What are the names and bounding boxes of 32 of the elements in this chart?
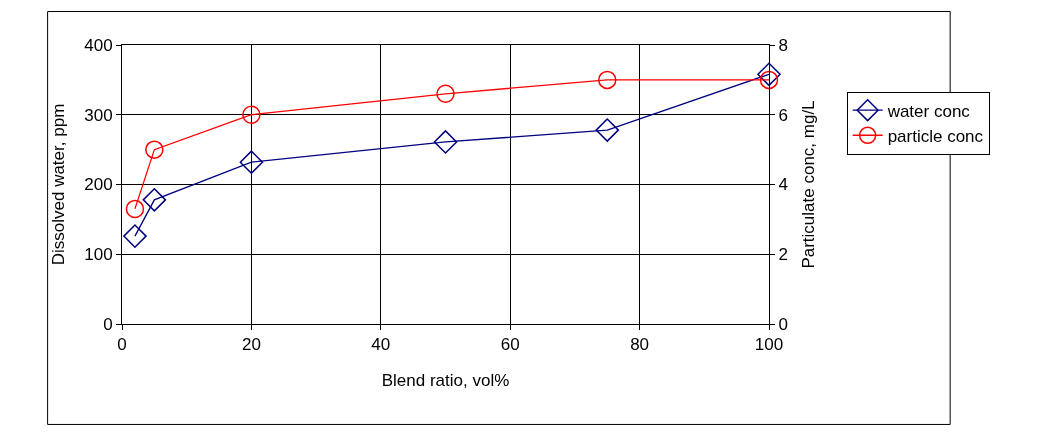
point <box>595 118 620 142</box>
point <box>433 130 458 154</box>
point <box>123 224 147 248</box>
point <box>242 105 261 124</box>
point <box>142 188 167 212</box>
y-tick-label: 400 <box>84 35 113 55</box>
point <box>436 84 455 104</box>
legend-label: particle conc <box>887 126 984 146</box>
y-tick-label: 0 <box>103 314 113 334</box>
y2-tick-label: 0 <box>778 314 788 334</box>
y-axis-title: Dissolved water, ppm <box>48 103 68 266</box>
y2-tick-label: 4 <box>778 175 788 195</box>
x-tick-label: 20 <box>241 335 261 355</box>
y-tick-label: 100 <box>84 245 113 265</box>
point <box>239 150 264 174</box>
x-axis-title: Blend ratio, vol% <box>381 370 510 390</box>
y2-tick-label: 2 <box>778 245 788 265</box>
point <box>145 140 164 159</box>
y2-axis-title: Particulate conc, mg/L <box>799 100 819 269</box>
y-tick-label: 300 <box>84 105 113 125</box>
x-tick-label: 100 <box>754 335 784 355</box>
y2-tick-label: 6 <box>778 105 788 125</box>
y-tick-label: 200 <box>84 175 113 195</box>
x-tick-label: 0 <box>117 335 127 355</box>
point <box>598 70 617 90</box>
x-tick-label: 60 <box>500 335 520 355</box>
point <box>125 199 145 219</box>
y2-tick-label: 8 <box>778 35 788 55</box>
x-tick-label: 80 <box>630 335 650 355</box>
x-tick-label: 40 <box>371 335 391 355</box>
legend-label: water conc <box>886 101 971 121</box>
point <box>757 62 781 87</box>
